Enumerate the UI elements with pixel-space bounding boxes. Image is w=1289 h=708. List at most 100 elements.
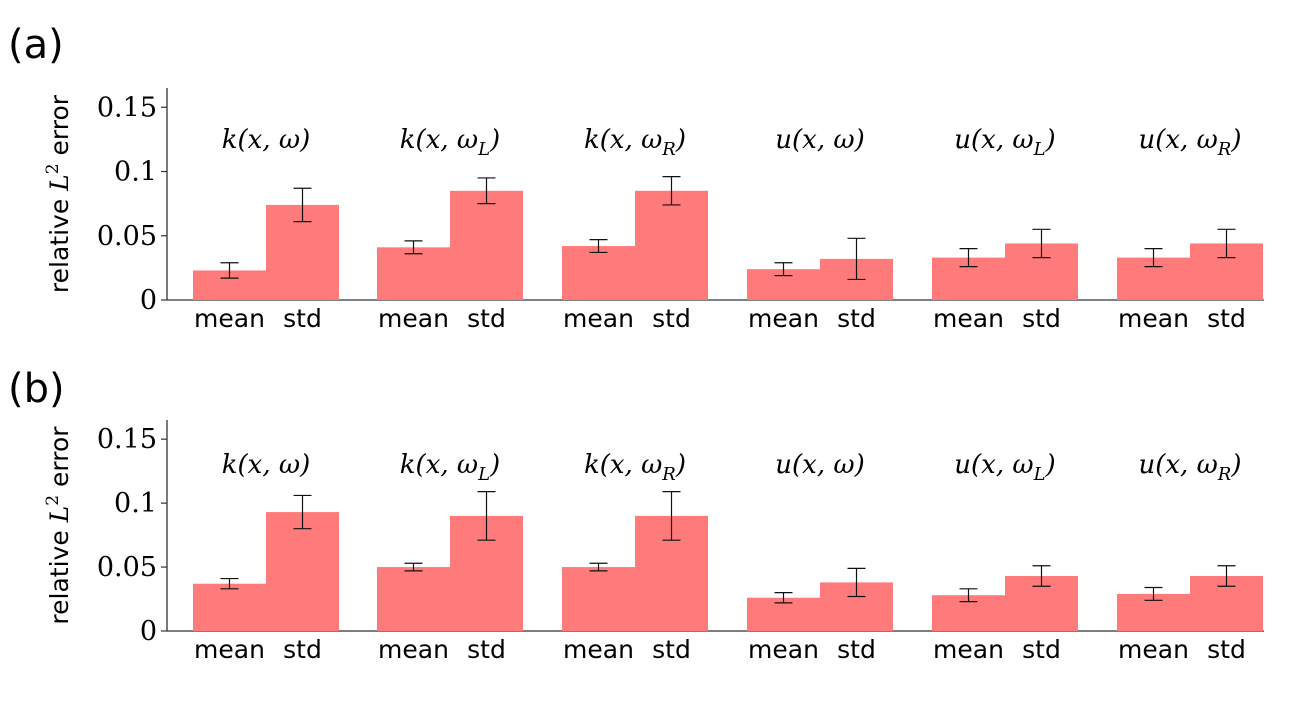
y-tick-label: 0.1 [114, 488, 157, 519]
panel-label: (b) [8, 366, 65, 412]
group-title: u(x, ωR) [1138, 125, 1241, 160]
group-title-base: u(x, ω [1138, 450, 1217, 480]
group-title: u(x, ω) [775, 450, 864, 480]
group-title: k(x, ω) [222, 450, 310, 480]
bar-std [635, 190, 708, 300]
group-title: u(x, ωL) [954, 125, 1055, 160]
group-title-close: ) [1230, 125, 1241, 155]
x-tick-label: mean [1118, 635, 1189, 664]
group-title-subscript: L [1033, 464, 1046, 485]
x-tick-label: std [467, 635, 506, 664]
group-title: k(x, ωR) [584, 450, 686, 485]
y-axis-label: relative L2 error [43, 426, 74, 625]
bar-std [450, 190, 523, 300]
y-tick-label: 0.15 [97, 424, 157, 455]
y-axis-label-symbol: L [45, 174, 74, 192]
group-title-base: k(x, ω [584, 125, 662, 155]
y-tick-label: 0.05 [97, 552, 157, 583]
x-tick-label: std [652, 635, 691, 664]
bar-mean [562, 246, 635, 300]
group-title-subscript: L [1033, 139, 1046, 160]
x-tick-label: std [1207, 635, 1246, 664]
group-title-close: ) [489, 450, 500, 480]
bar-group: k(x, ωR) mean std [562, 450, 708, 664]
y-tick-label: 0.05 [97, 221, 157, 252]
bar-group: k(x, ω) mean std [193, 125, 339, 333]
group-title-base: u(x, ω [775, 450, 854, 480]
x-tick-label: mean [1118, 304, 1189, 333]
x-tick-label: std [1022, 635, 1061, 664]
group-title-base: k(x, ω [584, 450, 662, 480]
y-axis-label-suffix: error [45, 94, 74, 163]
x-tick-label: std [283, 304, 322, 333]
group-title-base: k(x, ω [400, 125, 478, 155]
group-title-base: k(x, ω [222, 450, 300, 480]
y-axis-label: relative L2 error [43, 94, 74, 293]
group-title-subscript: R [1217, 139, 1232, 160]
group-title-base: u(x, ω [954, 125, 1033, 155]
bar-mean [377, 247, 450, 300]
group-title-subscript: L [477, 139, 490, 160]
group-title-close: ) [489, 125, 500, 155]
bar-group: k(x, ωL) mean std [377, 450, 523, 664]
x-tick-label: mean [378, 635, 449, 664]
y-axis-label-superscript: 2 [43, 163, 63, 174]
x-tick-label: mean [748, 304, 819, 333]
panel-b: (b) relative L2 error 0 0.05 0.1 0.15 k(x, ω) m… [8, 366, 1264, 664]
y-tick-label: 0.1 [114, 157, 157, 188]
y-axis-label-symbol: L [45, 506, 74, 524]
bar-group: u(x, ω) mean std [747, 125, 893, 333]
y-tick-label: 0 [140, 285, 157, 316]
group-title-close: ) [675, 125, 686, 155]
group-title-close: ) [1045, 450, 1056, 480]
bar-group: u(x, ω) mean std [747, 450, 893, 664]
x-tick-label: mean [194, 635, 265, 664]
x-tick-label: std [837, 304, 876, 333]
group-title-base: u(x, ω [954, 450, 1033, 480]
group-title: u(x, ωL) [954, 450, 1055, 485]
group-title-subscript: R [1217, 464, 1232, 485]
group-title: k(x, ωR) [584, 125, 686, 160]
y-axis-label-suffix: error [45, 426, 74, 495]
group-title-base: k(x, ω [400, 450, 478, 480]
x-tick-label: mean [748, 635, 819, 664]
x-tick-label: mean [933, 304, 1004, 333]
bar-group: u(x, ωL) mean std [932, 450, 1078, 664]
group-title: k(x, ω) [222, 125, 310, 155]
group-title: k(x, ωL) [400, 125, 500, 160]
y-axis-label-prefix: relative [45, 191, 74, 293]
group-title-subscript: R [661, 464, 676, 485]
group-title-subscript: R [661, 139, 676, 160]
bar-mean [562, 567, 635, 631]
bar-group: k(x, ωL) mean std [377, 125, 523, 333]
x-tick-label: std [652, 304, 691, 333]
y-tick-label: 0.15 [97, 92, 157, 123]
bar-std [266, 512, 339, 631]
group-title-base: u(x, ω [775, 125, 854, 155]
bar-group: k(x, ω) mean std [193, 450, 339, 664]
bar-group: k(x, ωR) mean std [562, 125, 708, 333]
group-title-close: ) [299, 125, 310, 155]
panel-label: (a) [8, 22, 64, 68]
y-axis-label-prefix: relative [45, 522, 74, 624]
x-tick-label: std [1022, 304, 1061, 333]
y-tick-label: 0 [140, 616, 157, 647]
x-tick-label: mean [933, 635, 1004, 664]
group-title-subscript: L [477, 464, 490, 485]
x-tick-label: mean [194, 304, 265, 333]
x-tick-label: std [283, 635, 322, 664]
group-title-base: u(x, ω [1138, 125, 1217, 155]
bar-mean [377, 567, 450, 631]
bar-group: u(x, ωL) mean std [932, 125, 1078, 333]
bar-group: u(x, ωR) mean std [1117, 125, 1263, 333]
group-title: u(x, ω) [775, 125, 864, 155]
x-tick-label: std [837, 635, 876, 664]
group-title-close: ) [1230, 450, 1241, 480]
group-title: k(x, ωL) [400, 450, 500, 485]
group-title: u(x, ωR) [1138, 450, 1241, 485]
group-title-close: ) [675, 450, 686, 480]
x-tick-label: std [1207, 304, 1246, 333]
group-title-close: ) [854, 450, 865, 480]
